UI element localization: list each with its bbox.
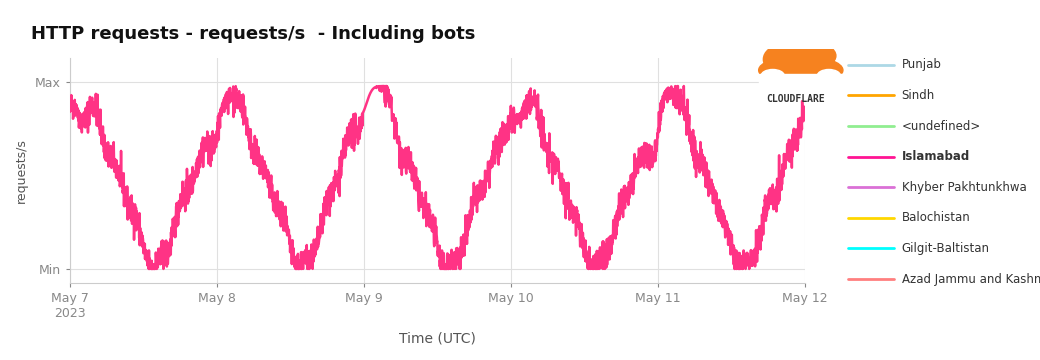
Text: CLOUDFLARE: CLOUDFLARE <box>766 94 825 104</box>
X-axis label: Time (UTC): Time (UTC) <box>398 331 475 345</box>
Text: Gilgit-Baltistan: Gilgit-Baltistan <box>902 242 990 255</box>
Text: Azad Jammu and Kashmir: Azad Jammu and Kashmir <box>902 273 1040 285</box>
Text: Sindh: Sindh <box>902 89 935 102</box>
Bar <box>759 74 842 92</box>
Text: Punjab: Punjab <box>902 58 941 71</box>
Ellipse shape <box>763 45 801 74</box>
Ellipse shape <box>817 69 840 82</box>
Ellipse shape <box>761 69 784 82</box>
Ellipse shape <box>759 56 843 85</box>
Y-axis label: requests/s: requests/s <box>15 138 28 203</box>
Text: HTTP requests - requests/s  - Including bots: HTTP requests - requests/s - Including b… <box>31 25 475 43</box>
Ellipse shape <box>794 43 836 68</box>
Text: Balochistan: Balochistan <box>902 211 970 224</box>
Text: Islamabad: Islamabad <box>902 150 970 163</box>
Text: Khyber Pakhtunkhwa: Khyber Pakhtunkhwa <box>902 181 1026 194</box>
Text: <undefined>: <undefined> <box>902 120 981 132</box>
